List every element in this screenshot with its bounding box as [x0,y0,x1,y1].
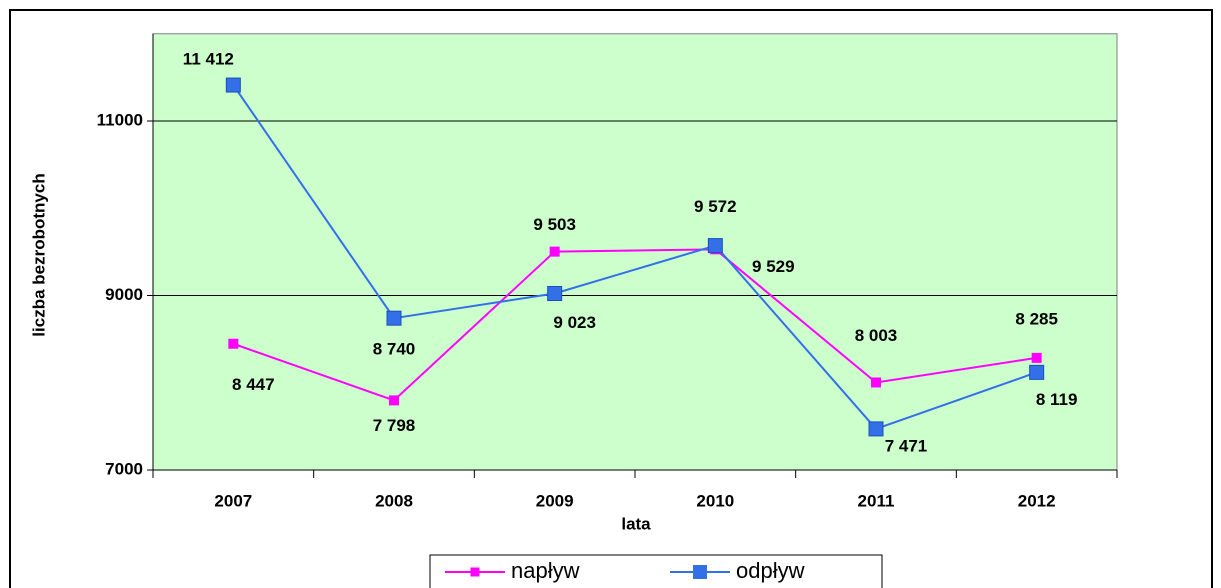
legend-marker [693,565,707,579]
data-label: 8 740 [373,340,416,359]
x-tick-label: 2009 [536,491,574,510]
series-line [232,84,1038,431]
y-axis-label: liczba bezrobotnych [29,173,48,336]
data-label: 9 023 [553,313,596,332]
data-point [1029,364,1045,380]
data-label: 9 529 [752,257,795,276]
data-point [386,310,402,326]
y-tick-label: 9000 [105,285,143,304]
x-tick-label: 2007 [214,491,252,510]
data-point [871,377,881,388]
legend-marker [470,567,480,577]
data-label: 9 572 [694,197,737,216]
data-label: 8 447 [232,375,275,394]
plot-area [152,33,1118,471]
data-label: 7 798 [373,416,416,435]
data-point [868,421,884,437]
data-point [225,77,241,93]
data-point [228,338,239,349]
x-tick-label: 2008 [375,491,413,510]
data-label: 8 003 [855,326,898,345]
data-point [547,285,563,301]
data-label: 7 471 [885,436,928,455]
data-point [389,395,399,406]
data-point [707,238,723,254]
legend-label: odpływ [736,558,805,583]
legend [429,554,883,588]
y-tick-label: 7000 [105,459,143,478]
x-axis-label: lata [621,514,651,533]
x-tick-label: 2011 [858,491,895,510]
legend-label: napływ [511,558,580,583]
x-tick-label: 2012 [1018,491,1056,510]
data-label: 11 412 [183,50,234,69]
x-tick-label: 2010 [696,491,734,510]
y-tick-label: 11000 [97,110,143,129]
data-label: 8 285 [1015,309,1058,328]
data-label: 9 503 [533,215,576,234]
data-label: 8 119 [1036,390,1078,409]
data-point [549,246,560,257]
series-line [233,248,1037,402]
data-point [1031,352,1042,363]
